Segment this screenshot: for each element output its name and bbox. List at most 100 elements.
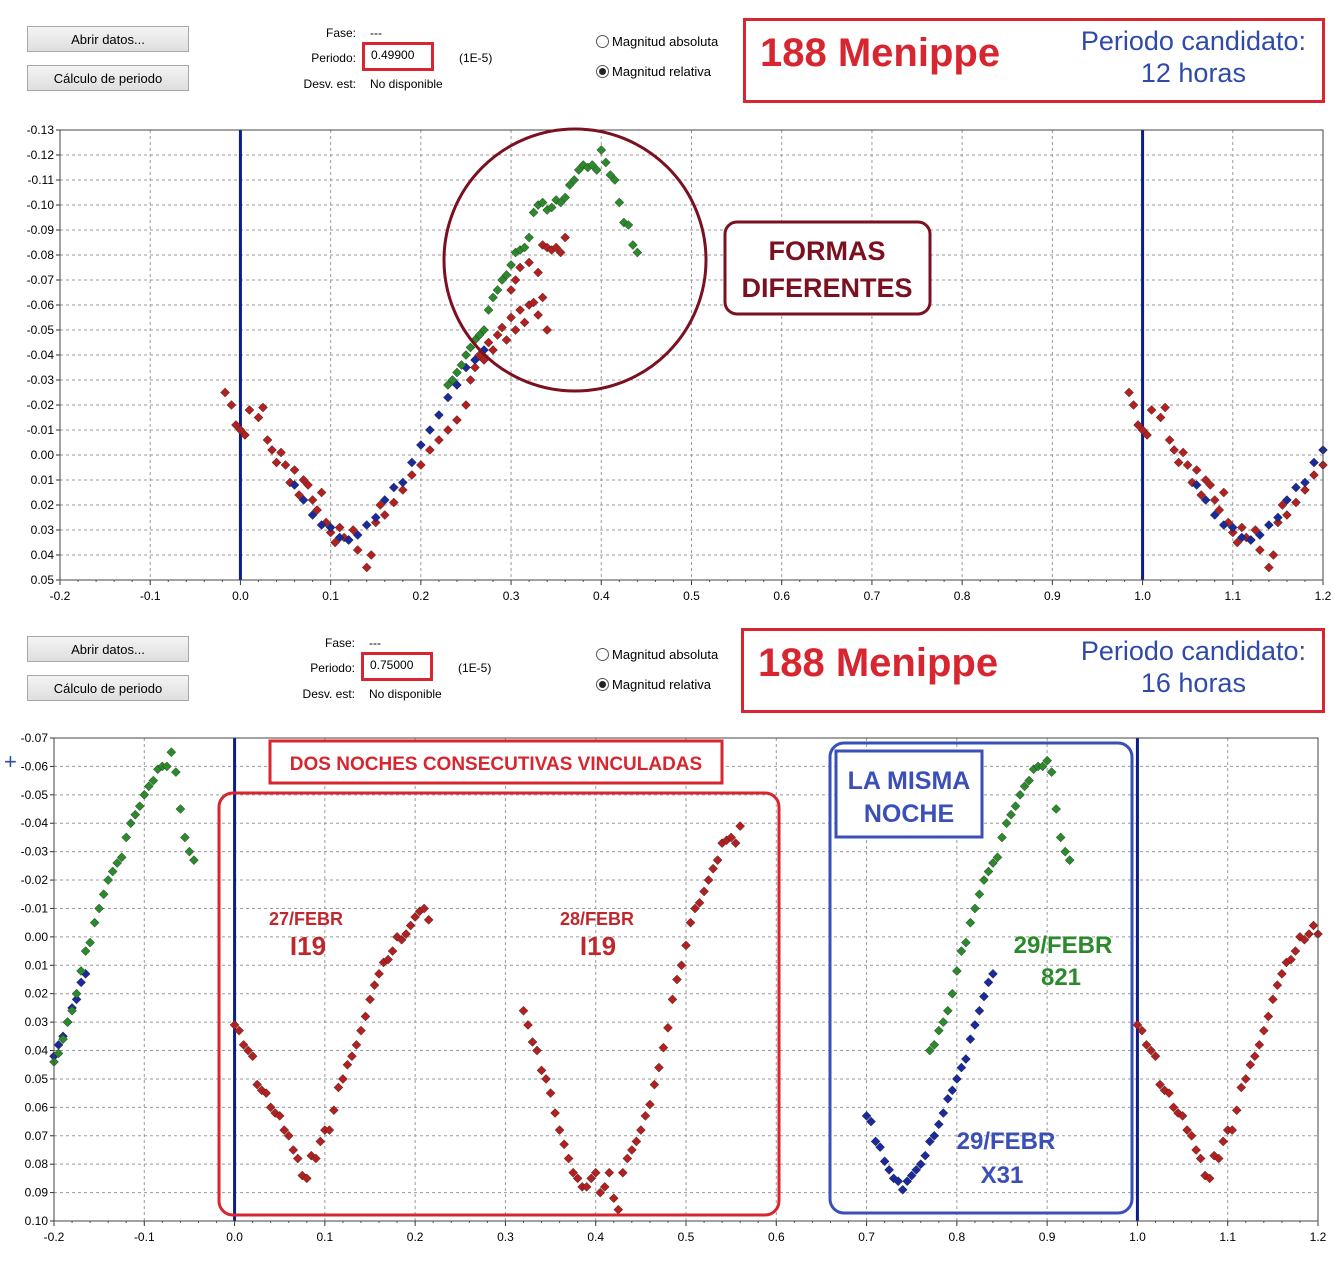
highlight-circle bbox=[442, 127, 708, 393]
data-point bbox=[610, 175, 620, 185]
open-data-button[interactable]: Abrir datos... bbox=[27, 26, 189, 52]
data-point bbox=[988, 969, 998, 979]
data-point bbox=[375, 500, 386, 510]
data-point bbox=[369, 980, 380, 990]
data-point bbox=[712, 855, 723, 865]
phase-label: Fase: bbox=[324, 636, 355, 650]
radio-relative-label: Magnitud relativa bbox=[612, 677, 711, 692]
data-point bbox=[470, 355, 480, 365]
data-point bbox=[379, 495, 390, 505]
calculate-period-button[interactable]: Cálculo de periodo bbox=[27, 675, 189, 701]
data-point bbox=[1227, 522, 1238, 533]
data-point bbox=[600, 157, 611, 168]
data-point bbox=[425, 445, 435, 455]
data-point bbox=[1200, 475, 1211, 485]
data-point bbox=[924, 1136, 935, 1147]
y-tick-label: -0.04 bbox=[21, 816, 49, 830]
same-night-line2: NOCHE bbox=[864, 800, 954, 828]
data-point bbox=[356, 1025, 366, 1036]
data-point bbox=[546, 202, 557, 213]
radio-button-selected-icon bbox=[596, 65, 609, 78]
y-tick-label: 0.02 bbox=[25, 987, 49, 1001]
data-point bbox=[992, 852, 1003, 863]
period-value-box[interactable]: 0.75000 bbox=[361, 652, 433, 681]
linked-nights-region bbox=[217, 791, 781, 1217]
data-point bbox=[240, 430, 250, 440]
data-point bbox=[289, 480, 300, 490]
data-point bbox=[53, 1040, 64, 1050]
data-point bbox=[62, 1017, 73, 1027]
data-point bbox=[708, 863, 718, 874]
y-tick-label: -0.11 bbox=[28, 173, 55, 187]
data-point bbox=[519, 242, 530, 253]
data-point bbox=[407, 457, 417, 468]
x-tick-label: 0.3 bbox=[497, 1230, 514, 1244]
data-point bbox=[893, 1176, 903, 1187]
same-night-region bbox=[828, 741, 1134, 1215]
data-point bbox=[423, 915, 434, 925]
data-point bbox=[1240, 1074, 1251, 1084]
data-point bbox=[76, 966, 86, 976]
data-point bbox=[645, 1099, 655, 1110]
candidate-period-hours: 12 horas bbox=[1140, 58, 1246, 88]
data-point bbox=[398, 485, 408, 495]
data-point bbox=[690, 903, 700, 914]
data-point bbox=[632, 247, 643, 258]
radio-relative-magnitude[interactable]: Magnitud relativa bbox=[596, 64, 711, 79]
y-tick-label: -0.02 bbox=[21, 873, 49, 887]
x-tick-label: 1.1 bbox=[1219, 1230, 1236, 1244]
data-point bbox=[658, 1042, 669, 1053]
y-tick-label: 0.05 bbox=[31, 573, 55, 587]
period-value-box[interactable]: 0.49900 bbox=[362, 42, 434, 71]
radio-relative-magnitude[interactable]: Magnitud relativa bbox=[596, 677, 711, 692]
data-point bbox=[1182, 460, 1193, 470]
y-tick-label: -0.12 bbox=[27, 148, 55, 162]
data-point bbox=[563, 1153, 574, 1164]
data-point bbox=[564, 180, 575, 190]
data-point bbox=[139, 790, 150, 800]
data-point bbox=[243, 1045, 253, 1056]
data-point bbox=[1268, 550, 1279, 560]
x-tick-label: -0.2 bbox=[44, 1230, 65, 1244]
data-point bbox=[627, 1145, 637, 1155]
y-tick-label: -0.01 bbox=[27, 423, 55, 437]
data-point bbox=[581, 1182, 592, 1192]
data-point bbox=[524, 257, 534, 268]
y-tick-label: 0.04 bbox=[25, 1044, 49, 1058]
radio-absolute-magnitude[interactable]: Magnitud absoluta bbox=[596, 34, 718, 49]
data-point bbox=[595, 1187, 606, 1198]
data-point bbox=[1264, 562, 1274, 573]
same-night-title-box bbox=[834, 749, 984, 839]
data-point bbox=[591, 165, 602, 175]
candidate-period-hours: 16 horas bbox=[1140, 668, 1246, 698]
data-point bbox=[125, 818, 136, 829]
data-point bbox=[1205, 480, 1216, 490]
data-point bbox=[53, 1048, 64, 1059]
data-point bbox=[605, 170, 616, 180]
data-point bbox=[267, 445, 277, 455]
data-point bbox=[559, 1139, 569, 1150]
data-point bbox=[121, 832, 132, 843]
data-point bbox=[672, 974, 682, 985]
data-point bbox=[76, 977, 86, 988]
open-data-button[interactable]: Abrir datos... bbox=[27, 636, 189, 662]
data-point bbox=[71, 994, 82, 1005]
data-point bbox=[703, 875, 714, 885]
data-point bbox=[130, 809, 141, 820]
data-point bbox=[325, 522, 336, 533]
radio-absolute-magnitude[interactable]: Magnitud absoluta bbox=[596, 647, 718, 662]
data-point bbox=[528, 207, 539, 218]
data-point bbox=[388, 482, 399, 493]
data-point bbox=[1195, 1153, 1206, 1164]
asteroid-title: 188 Menippe bbox=[760, 31, 1001, 75]
y-tick-label: 0.09 bbox=[25, 1186, 49, 1200]
data-point bbox=[1291, 497, 1301, 508]
data-point bbox=[1010, 801, 1021, 811]
calculate-period-button[interactable]: Cálculo de periodo bbox=[27, 65, 189, 91]
formas-line2: DIFERENTES bbox=[741, 273, 912, 303]
data-point bbox=[929, 1040, 940, 1050]
data-point bbox=[943, 1005, 953, 1016]
data-point bbox=[419, 903, 429, 914]
data-point bbox=[1137, 425, 1148, 435]
data-point bbox=[483, 337, 494, 348]
